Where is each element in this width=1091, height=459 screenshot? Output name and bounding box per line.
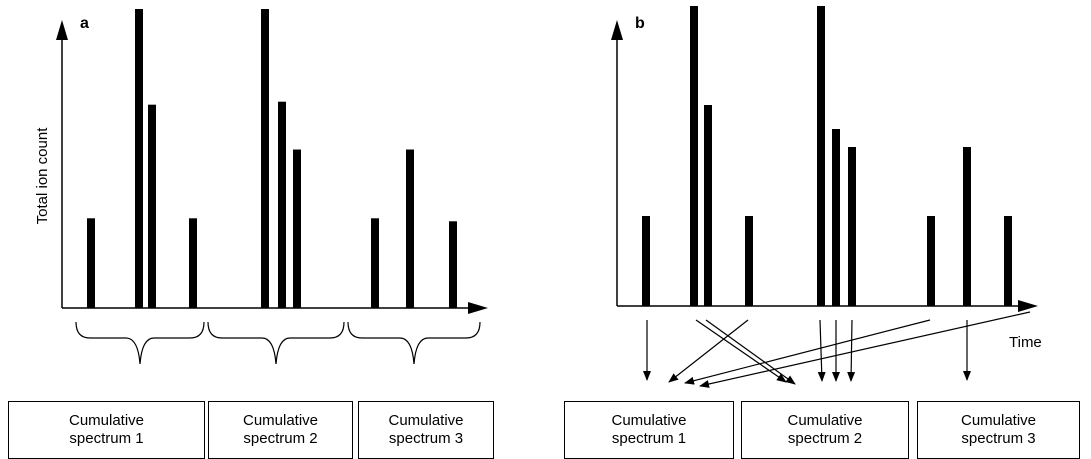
panel-b-peaks <box>642 6 1012 306</box>
panel-b-spectrum-box-1: Cumulative spectrum 1 <box>564 401 734 459</box>
arrow-peak10-to-spectrum1 <box>699 311 1031 388</box>
arrow-peak5-to-spectrum2 <box>817 319 826 382</box>
panel-a-spectrum-box-1: Cumulative spectrum 1 <box>8 401 205 459</box>
box-line1: Cumulative <box>611 412 687 429</box>
panel-b-spectrum-box-3: Cumulative spectrum 3 <box>917 401 1080 459</box>
box-line2: spectrum 1 <box>69 430 144 447</box>
box-line2: spectrum 2 <box>243 430 318 447</box>
box-line2: spectrum 2 <box>787 430 863 447</box>
panel-b-axes: b Time <box>611 15 1042 351</box>
panel-a-spectrum-box-3: Cumulative spectrum 3 <box>358 401 494 459</box>
arrow-peak4-to-spectrum1 <box>668 319 749 383</box>
panel-a-y-axis-label: Total ion count <box>34 127 51 225</box>
panel-b-peak-5 <box>817 6 825 306</box>
panel-b-peak-3 <box>704 105 712 306</box>
box-line1: Cumulative <box>388 412 464 429</box>
arrow-peak7-to-spectrum2 <box>847 319 856 382</box>
panel-b-arrows <box>643 311 1031 388</box>
box-line2: spectrum 3 <box>388 430 464 447</box>
panel-a-x-arrow-icon <box>468 302 488 314</box>
box-line2: spectrum 3 <box>961 430 1036 447</box>
panel-b-y-arrow-icon <box>611 20 623 40</box>
panel-b-peak-8 <box>927 216 935 306</box>
panel-b-x-arrow-icon <box>1018 300 1038 312</box>
panel-a-peak-1 <box>87 218 95 308</box>
panel-a-peak-10 <box>449 221 457 308</box>
panel-b-peak-2 <box>690 6 698 306</box>
arrow-peak2-to-spectrum2 <box>695 319 787 383</box>
panel-b-peak-10 <box>1004 216 1012 306</box>
panel-a-peak-7 <box>293 149 301 308</box>
panel-a-peak-5 <box>261 9 269 308</box>
panel-b-peak-9 <box>963 147 971 306</box>
arrow-peak8-to-spectrum1 <box>684 319 931 385</box>
panel-b-peak-7 <box>848 147 856 306</box>
panel-b-peak-4 <box>745 216 753 306</box>
brace-1 <box>75 321 205 365</box>
panel-a-braces <box>75 321 481 365</box>
panel-a-peaks <box>87 9 457 309</box>
panel-b-x-axis-label: Time <box>1009 334 1042 351</box>
panel-b-spectrum-box-2: Cumulative spectrum 2 <box>741 401 909 459</box>
panel-a-peak-6 <box>278 101 286 308</box>
panel-a-peak-3 <box>148 104 156 309</box>
arrow-peak3-to-spectrum2 <box>705 319 796 385</box>
box-line1: Cumulative <box>242 412 319 429</box>
panel-b-peak-6 <box>832 129 840 306</box>
box-line1: Cumulative <box>960 412 1037 429</box>
panel-a-peak-8 <box>371 218 379 308</box>
panel-a-spectrum-box-2: Cumulative spectrum 2 <box>208 401 353 459</box>
box-line1: Cumulative <box>787 412 863 429</box>
brace-3 <box>347 321 481 365</box>
panel-a-y-arrow-icon <box>56 20 68 40</box>
panel-b-label: b <box>635 15 645 32</box>
panel-a-peak-4 <box>189 218 197 308</box>
box-line2: spectrum 1 <box>611 430 687 447</box>
panel-b-peak-1 <box>642 216 650 306</box>
brace-2 <box>207 321 345 365</box>
box-line1: Cumulative <box>68 412 145 429</box>
panel-a-label: a <box>80 15 89 32</box>
panel-a-peak-2 <box>135 9 143 308</box>
panel-a-peak-9 <box>406 149 414 308</box>
